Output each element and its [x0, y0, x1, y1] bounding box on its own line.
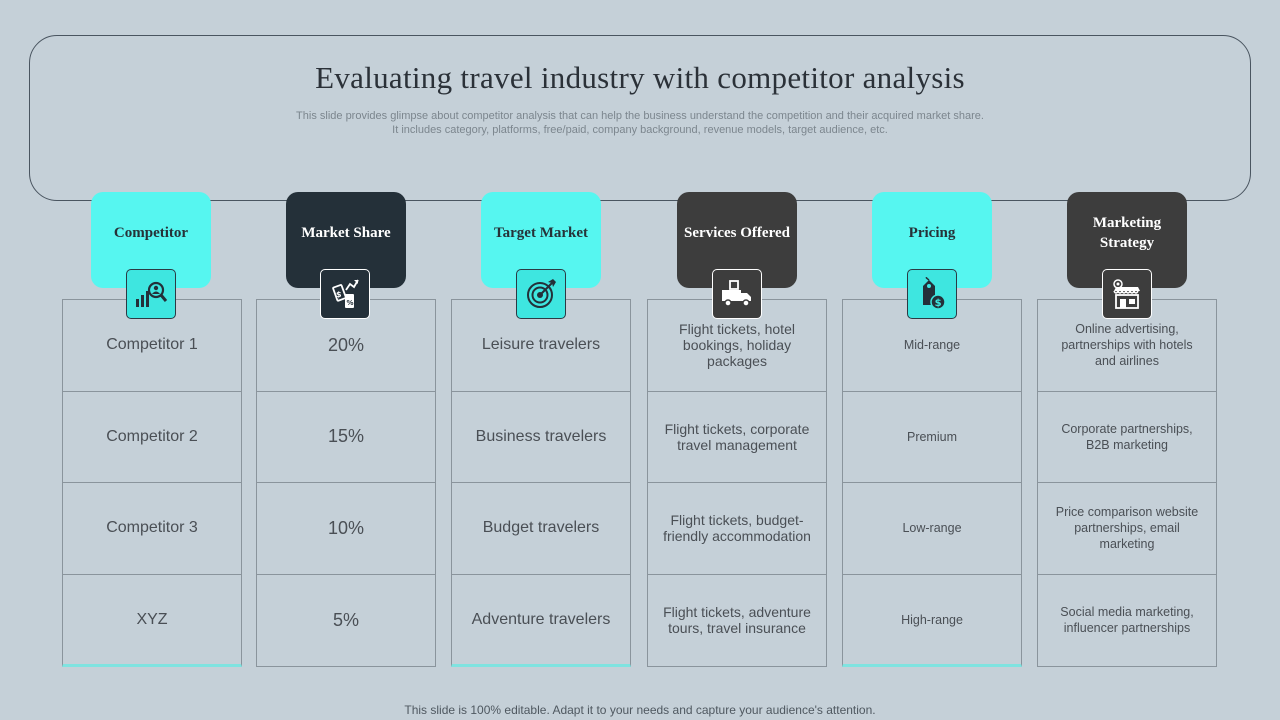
table-cell: Low-range [843, 483, 1021, 575]
column-services-offered: Services Offered Flight tickets, hotel b… [647, 0, 827, 720]
svg-text:%: % [347, 299, 354, 307]
column-pricing-cells: Mid-range Premium Low-range High-range [842, 299, 1022, 667]
table-cell: Social media marketing, influencer partn… [1060, 605, 1194, 636]
table-cell: Flight tickets, budget-friendly accommod… [648, 483, 826, 575]
column-competitor: Competitor Competitor 1 Competitor 2 Com… [62, 0, 242, 720]
target-icon [516, 269, 566, 319]
column-marketing-strategy: Marketing Strategy Online advertising, p… [1037, 0, 1217, 720]
table-cell: Leisure travelers [452, 300, 630, 392]
delivery-truck-icon [712, 269, 762, 319]
table-cell: Competitor 2 [63, 392, 241, 483]
svg-text:$: $ [935, 298, 942, 309]
title-panel [29, 35, 1251, 201]
column-marketing-strategy-cells: Online advertising, partnerships with ho… [1037, 299, 1217, 667]
header-marketing-strategy: Marketing Strategy [1067, 192, 1187, 288]
column-pricing: Pricing $ Mid-range Premium Low-range Hi… [842, 0, 1022, 720]
slide-title: Evaluating travel industry with competit… [315, 60, 965, 95]
table-cell: Adventure travelers [471, 611, 611, 629]
column-market-share: Market Share $ % 20% 15% 10% 5% [256, 0, 436, 720]
table-cell: 15% [257, 392, 435, 483]
table-cell: Competitor 1 [63, 300, 241, 392]
table-cell: XYZ [136, 611, 168, 629]
price-tag-icon: $ [907, 269, 957, 319]
table-cell: Business travelers [452, 392, 630, 483]
analysis-person-icon [126, 269, 176, 319]
table-cell: 5% [332, 609, 359, 630]
storefront-icon [1102, 269, 1152, 319]
table-cell: Flight tickets, corporate travel managem… [648, 392, 826, 483]
table-cell: 10% [257, 483, 435, 575]
subtitle-line-2: It includes category, platforms, free/pa… [392, 124, 888, 136]
footer-note: This slide is 100% editable. Adapt it to… [404, 703, 876, 717]
table-cell: Flight tickets, hotel bookings, holiday … [648, 300, 826, 392]
table-cell: Premium [843, 392, 1021, 483]
column-target-market: Target Market Leisure travelers Business… [451, 0, 631, 720]
table-cell: Budget travelers [452, 483, 630, 575]
column-market-share-cells: 20% 15% 10% 5% [256, 299, 436, 667]
table-cell: Competitor 3 [63, 483, 241, 575]
table-cell: Flight tickets, adventure tours, travel … [663, 604, 811, 637]
svg-text:$: $ [336, 290, 342, 299]
table-cell: Corporate partnerships, B2B marketing [1038, 392, 1216, 483]
slide-subtitle: This slide provides glimpse about compet… [200, 109, 1080, 137]
table-cell: 20% [257, 300, 435, 392]
column-services-offered-cells: Flight tickets, hotel bookings, holiday … [647, 299, 827, 667]
table-cell: Mid-range [843, 300, 1021, 392]
market-growth-icon: $ % [320, 269, 370, 319]
subtitle-line-1: This slide provides glimpse about compet… [296, 110, 984, 122]
table-cell: Online advertising, partnerships with ho… [1038, 300, 1216, 392]
table-cell: High-range [901, 613, 963, 628]
column-competitor-cells: Competitor 1 Competitor 2 Competitor 3 X… [62, 299, 242, 667]
column-target-market-cells: Leisure travelers Business travelers Bud… [451, 299, 631, 667]
table-cell: Price comparison website partnerships, e… [1038, 483, 1216, 575]
